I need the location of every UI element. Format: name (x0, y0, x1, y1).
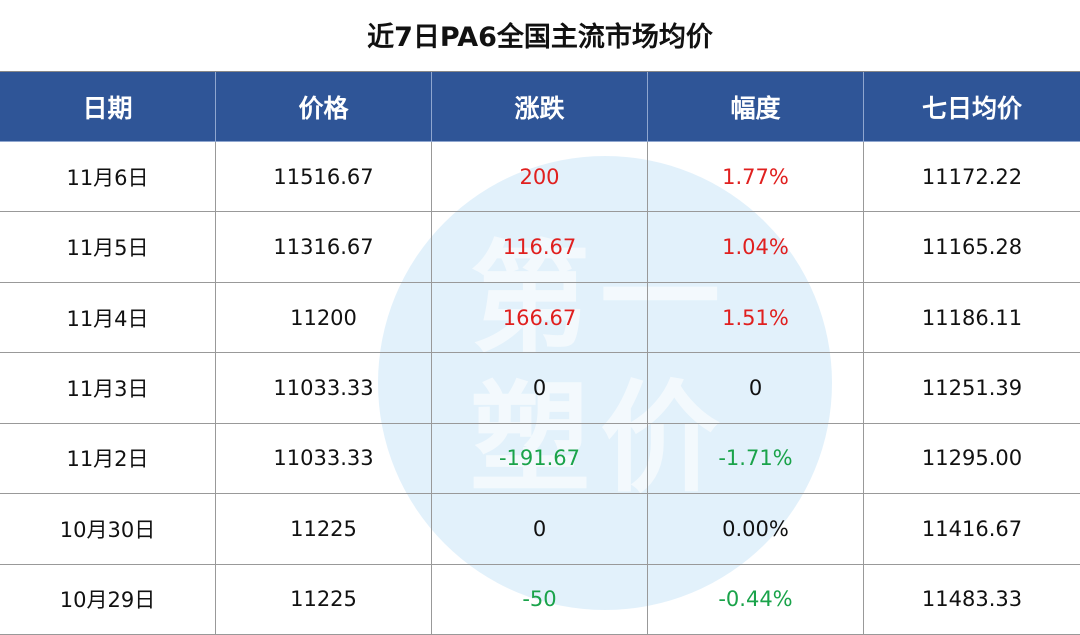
watermark-circle (378, 156, 832, 610)
table-cell: 166.67 (432, 282, 648, 354)
table-cell: 1.51% (648, 282, 864, 354)
price-table: 日期 价格 涨跌 幅度 七日均价 11月6日 11516.67 200 1.77% 11172.2… (0, 71, 1080, 635)
table-cell: 11033.33 (216, 423, 432, 495)
table-cell: 11172.22 (864, 142, 1080, 213)
table-cell: 11483.33 (864, 565, 1080, 635)
table-cell: 11416.67 (864, 494, 1080, 565)
table-cell: 200 (432, 142, 648, 213)
table-cell: 1.04% (648, 212, 864, 283)
table-cell: 10月29日 (0, 564, 216, 635)
table-cell: 11225 (216, 564, 432, 635)
table-cell: 0 (432, 494, 648, 565)
table-cell: 11225 (216, 494, 432, 565)
table-cell: 11月4日 (0, 282, 216, 354)
header-cell: 涨跌 (432, 72, 648, 142)
table-cell: 11月2日 (0, 423, 216, 495)
table-cell: 11295.00 (864, 424, 1080, 495)
table-cell: 11186.11 (864, 283, 1080, 354)
table-cell: 0 (648, 353, 864, 424)
table-cell: -0.44% (648, 564, 864, 635)
table-cell: -50 (432, 564, 648, 635)
table-cell: 116.67 (432, 212, 648, 283)
table-cell: -1.71% (648, 423, 864, 495)
table-cell: -191.67 (432, 423, 648, 495)
table-cell: 0.00% (648, 494, 864, 565)
table-cell: 11516.67 (216, 142, 432, 213)
table-cell: 11月6日 (0, 142, 216, 213)
title: 近7日PA6全国主流市场均价 (367, 22, 713, 53)
header-cell: 日期 (0, 72, 216, 142)
table-cell: 0 (432, 353, 648, 424)
table-cell: 11165.28 (864, 212, 1080, 283)
table-cell: 11316.67 (216, 212, 432, 283)
table-cell: 1.77% (648, 142, 864, 213)
watermark: 第一塑价 (470, 230, 730, 509)
header-cell: 七日均价 (864, 72, 1080, 142)
table-cell: 11月5日 (0, 212, 216, 283)
table-cell: 11月3日 (0, 353, 216, 424)
table-cell: 10月30日 (0, 494, 216, 565)
header-cell: 价格 (216, 72, 432, 142)
header-cell: 幅度 (648, 72, 864, 142)
table-cell: 11033.33 (216, 353, 432, 424)
table-cell: 11251.39 (864, 353, 1080, 424)
table-cell: 11200 (216, 282, 432, 354)
